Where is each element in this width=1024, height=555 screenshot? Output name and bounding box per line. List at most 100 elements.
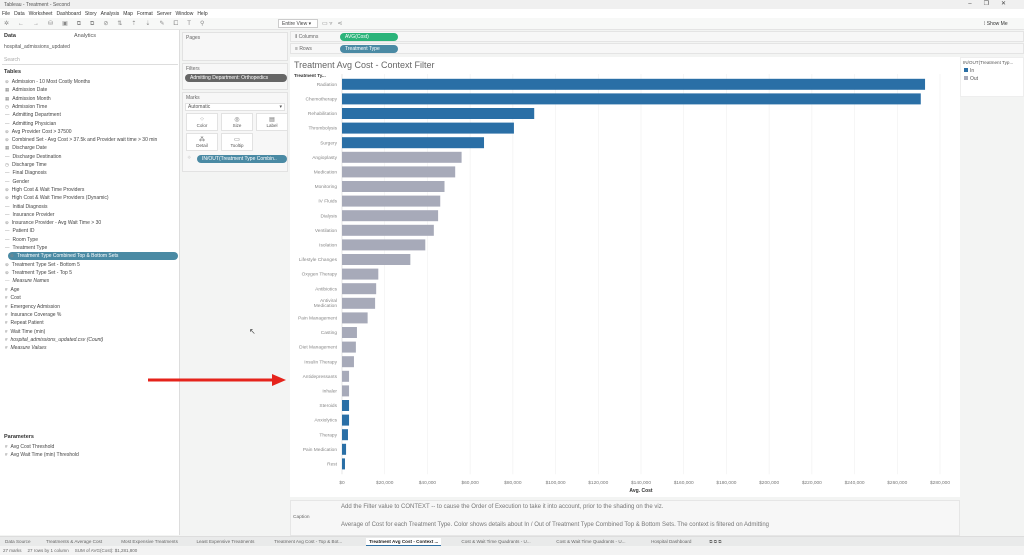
field-item[interactable]: — Admitting Physician: [5, 120, 56, 128]
bar-rest[interactable]: [342, 458, 345, 470]
field-item[interactable]: — Room Type: [5, 236, 38, 244]
menu-story[interactable]: Story: [84, 11, 97, 17]
category-label[interactable]: Radiation: [317, 82, 338, 88]
measure-item[interactable]: # Insurance Coverage %: [5, 311, 61, 319]
sort-desc-icon[interactable]: ⇣: [145, 21, 151, 27]
marks-label-button[interactable]: ▤ Label: [256, 113, 288, 131]
field-item[interactable]: ⊜ Admission - 10 Most Costly Months: [5, 78, 90, 86]
menu-dashboard[interactable]: Dashboard: [56, 11, 81, 17]
category-label[interactable]: Surgery: [320, 140, 337, 146]
present-icon[interactable]: ▭ ▿ ⋖: [322, 21, 343, 27]
legend-item[interactable]: Out: [961, 75, 1023, 83]
field-item[interactable]: — Patient ID: [5, 227, 34, 235]
save-icon[interactable]: ▣: [62, 21, 68, 27]
bar-surgery[interactable]: [342, 137, 485, 149]
bar-inhaler[interactable]: [342, 385, 350, 397]
show-me-button[interactable]: ⁞ Show Me: [984, 21, 1008, 27]
tab-analytics[interactable]: Analytics: [74, 33, 97, 39]
field-item[interactable]: ⊜ Treatment Type Combined Top & Bottom Se…: [8, 252, 178, 261]
bar-pain-management[interactable]: [342, 312, 368, 324]
highlight-icon[interactable]: ✎: [159, 21, 165, 27]
bar-antidepressants[interactable]: [342, 370, 350, 382]
bar-medication[interactable]: [342, 166, 456, 178]
measure-item[interactable]: # Measure Values: [5, 344, 46, 352]
category-label[interactable]: Oxygen Therapy: [302, 272, 338, 278]
filter-pill[interactable]: Admitting Department: Orthopedics: [185, 74, 287, 82]
category-label[interactable]: Inhaler: [322, 389, 337, 395]
sheet-tab[interactable]: Cost & Wait Time Quadrants - U...: [461, 539, 531, 544]
field-item[interactable]: — Final Diagnosis: [5, 169, 47, 177]
category-label[interactable]: Dialysis: [320, 213, 337, 219]
field-item[interactable]: ▦ Admission Month: [5, 95, 51, 103]
bar-angioplasty[interactable]: [342, 151, 462, 163]
marks-color-button[interactable]: ⁘ Color: [186, 113, 218, 131]
sheet-tab[interactable]: Least Expensive Treatments: [196, 539, 255, 544]
field-item[interactable]: ▦ Discharge Date: [5, 144, 47, 152]
mark-type-dropdown[interactable]: Automatic ▾: [185, 103, 285, 111]
menu-server[interactable]: Server: [156, 11, 172, 17]
rows-pill[interactable]: Treatment Type: [340, 45, 398, 53]
x-axis-title[interactable]: Avg. Cost: [629, 488, 652, 494]
pin-icon[interactable]: ⚲: [199, 21, 205, 27]
bar-steroids[interactable]: [342, 400, 350, 411]
field-item[interactable]: — Treatment Type: [5, 244, 47, 252]
parameter-item[interactable]: # Avg Cost Threshold: [5, 443, 54, 451]
filters-card[interactable]: Filters Admitting Department: Orthopedic…: [182, 63, 288, 90]
category-label[interactable]: Ventilation: [315, 228, 337, 234]
category-label[interactable]: Chemotherapy: [306, 97, 338, 103]
field-item[interactable]: ◷ Admission Time: [5, 103, 47, 111]
bar-oxygen-therapy[interactable]: [342, 268, 379, 280]
bar-chemotherapy[interactable]: [342, 93, 921, 105]
field-item[interactable]: ⊜ Treatment Type Set - Top 5: [5, 269, 72, 277]
sheet-tab[interactable]: Most Expensive Treatments: [121, 539, 178, 544]
field-item[interactable]: ⊜ High Cost & Wait Time Providers: [5, 186, 84, 194]
close-button[interactable]: ✕: [1000, 1, 1018, 7]
marks-tooltip-button[interactable]: ▭ Tooltip: [221, 133, 253, 151]
menu-file[interactable]: File: [2, 11, 11, 17]
field-item[interactable]: — Measure Names: [5, 277, 49, 285]
menu-data[interactable]: Data: [14, 11, 25, 17]
bar-isolation[interactable]: [342, 239, 426, 251]
marks-detail-button[interactable]: ⁂ Detail: [186, 133, 218, 151]
bar-thrombolysis[interactable]: [342, 122, 514, 134]
clear-icon[interactable]: ⊘: [103, 21, 109, 27]
search-input[interactable]: Search: [2, 56, 178, 65]
bar-therapy[interactable]: [342, 429, 348, 441]
new-sheet-icon[interactable]: ⧉: [76, 21, 82, 27]
menu-map[interactable]: Map: [123, 11, 133, 17]
color-pill[interactable]: IN/OUT(Treatment Type Combin..: [197, 155, 287, 163]
bar-anxiolytics[interactable]: [342, 414, 350, 426]
labels-icon[interactable]: T: [187, 21, 191, 27]
category-label[interactable]: Angioplasty: [312, 155, 337, 161]
bar-lifestyle-changes[interactable]: [342, 254, 411, 265]
tab-data[interactable]: Data: [4, 33, 16, 39]
measure-item[interactable]: # Wait Time (min): [5, 328, 45, 336]
category-label[interactable]: Anxiolytics: [314, 418, 337, 424]
category-label[interactable]: Lifestyle Changes: [299, 257, 338, 263]
sheet-tab[interactable]: Treatments & Average Cost: [45, 539, 103, 544]
bar-dialysis[interactable]: [342, 210, 439, 222]
category-label[interactable]: Antidepressants: [303, 374, 338, 380]
sheet-tab[interactable]: Data Source: [5, 539, 31, 544]
menu-analysis[interactable]: Analysis: [100, 11, 120, 17]
category-label[interactable]: Casting: [321, 330, 338, 336]
minimize-button[interactable]: –: [968, 1, 984, 7]
category-label[interactable]: Diet Management: [299, 345, 338, 351]
field-item[interactable]: ▦ Admission Date: [5, 86, 47, 94]
bar-antibiotics[interactable]: [342, 283, 377, 295]
bar-insulin-therapy[interactable]: [342, 356, 354, 368]
field-item[interactable]: — Initial Diagnosis: [5, 203, 48, 211]
field-item[interactable]: — Discharge Destination: [5, 153, 61, 161]
row-header[interactable]: Treatment Ty...: [294, 73, 326, 78]
category-label[interactable]: Pain Management: [298, 316, 338, 322]
category-label[interactable]: Steroids: [319, 403, 337, 409]
bar-antiviral-medication[interactable]: [342, 297, 376, 309]
menu-window[interactable]: Window: [175, 11, 194, 17]
data-source-icon[interactable]: ⛁: [48, 21, 54, 27]
rows-shelf[interactable]: ≡ Rows: [290, 43, 1024, 54]
maximize-button[interactable]: ❐: [983, 1, 1001, 7]
sheet-tab[interactable]: Cost & Wait Time Quadrants - U...: [556, 539, 626, 544]
category-label[interactable]: Pain Medication: [303, 447, 337, 453]
swap-icon[interactable]: ⇅: [117, 21, 123, 27]
category-label[interactable]: Isolation: [319, 243, 337, 249]
